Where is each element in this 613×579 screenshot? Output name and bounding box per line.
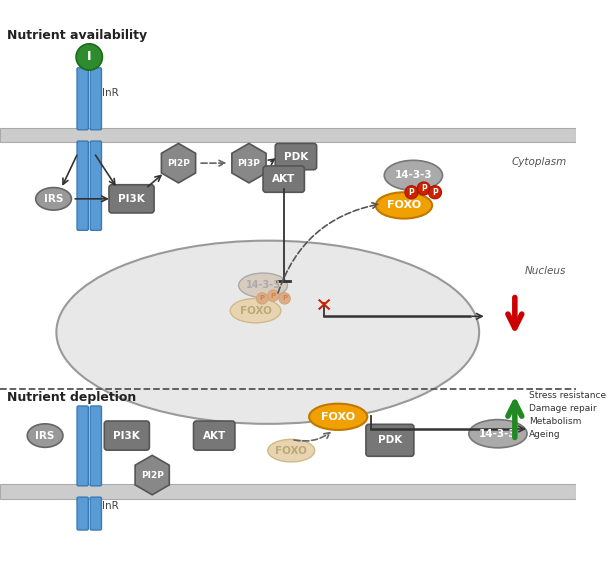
Ellipse shape	[384, 160, 443, 190]
Bar	[0, 485, 576, 499]
Circle shape	[405, 186, 418, 199]
FancyBboxPatch shape	[77, 68, 88, 130]
Text: P: P	[421, 184, 427, 193]
Text: P: P	[409, 188, 414, 197]
Text: PI3K: PI3K	[113, 431, 140, 441]
Ellipse shape	[268, 439, 314, 462]
Polygon shape	[232, 144, 266, 183]
FancyBboxPatch shape	[90, 68, 102, 130]
FancyBboxPatch shape	[77, 497, 88, 530]
Ellipse shape	[469, 420, 527, 448]
Circle shape	[76, 44, 102, 70]
Text: I: I	[87, 50, 91, 64]
Polygon shape	[135, 455, 169, 495]
Ellipse shape	[27, 424, 63, 448]
Text: 14-3-3: 14-3-3	[479, 428, 517, 439]
FancyBboxPatch shape	[194, 421, 235, 450]
Text: Nutrient depletion: Nutrient depletion	[7, 391, 136, 405]
FancyBboxPatch shape	[109, 185, 154, 213]
Text: PI3K: PI3K	[118, 194, 145, 204]
Text: PI2P: PI2P	[167, 159, 190, 168]
Text: FOXO: FOXO	[321, 412, 356, 422]
Ellipse shape	[376, 192, 432, 218]
Circle shape	[268, 290, 279, 301]
Text: P: P	[271, 292, 276, 299]
FancyBboxPatch shape	[366, 424, 414, 456]
Text: Metabolism: Metabolism	[529, 417, 581, 426]
Text: Damage repair: Damage repair	[529, 404, 596, 413]
FancyBboxPatch shape	[90, 406, 102, 486]
FancyBboxPatch shape	[77, 141, 88, 230]
Text: AKT: AKT	[202, 431, 226, 441]
Polygon shape	[161, 144, 196, 183]
Circle shape	[417, 182, 430, 195]
Text: IRS: IRS	[44, 194, 63, 204]
Circle shape	[279, 293, 291, 304]
Text: P: P	[432, 188, 438, 197]
FancyBboxPatch shape	[104, 421, 150, 450]
Circle shape	[256, 293, 268, 304]
Text: Ageing: Ageing	[529, 430, 560, 439]
Circle shape	[428, 186, 441, 199]
Ellipse shape	[36, 188, 71, 210]
Text: PI3P: PI3P	[237, 159, 261, 168]
Ellipse shape	[238, 273, 287, 298]
Text: Nutrient availability: Nutrient availability	[7, 29, 147, 42]
Text: IRS: IRS	[36, 431, 55, 441]
Ellipse shape	[56, 241, 479, 424]
Text: 14-3-3: 14-3-3	[246, 280, 281, 290]
Bar	[0, 129, 576, 142]
Text: AKT: AKT	[272, 174, 295, 184]
Text: Nucleus: Nucleus	[525, 266, 566, 277]
Text: PI2P: PI2P	[141, 471, 164, 479]
Ellipse shape	[309, 404, 367, 430]
FancyBboxPatch shape	[275, 144, 316, 170]
Text: PDK: PDK	[284, 152, 308, 162]
Ellipse shape	[230, 298, 281, 323]
Text: InR: InR	[102, 87, 119, 98]
FancyBboxPatch shape	[90, 141, 102, 230]
Text: InR: InR	[102, 501, 119, 511]
Text: Stress resistance: Stress resistance	[529, 391, 606, 400]
Text: PDK: PDK	[378, 435, 402, 445]
Text: FOXO: FOXO	[275, 446, 307, 456]
FancyBboxPatch shape	[77, 406, 88, 486]
Text: FOXO: FOXO	[387, 200, 421, 210]
FancyBboxPatch shape	[90, 497, 102, 530]
Text: Cytoplasm: Cytoplasm	[511, 156, 566, 167]
Text: FOXO: FOXO	[240, 306, 272, 316]
FancyBboxPatch shape	[263, 166, 305, 192]
Text: P: P	[282, 295, 287, 302]
Text: 14-3-3: 14-3-3	[395, 170, 432, 180]
Text: P: P	[259, 295, 265, 302]
